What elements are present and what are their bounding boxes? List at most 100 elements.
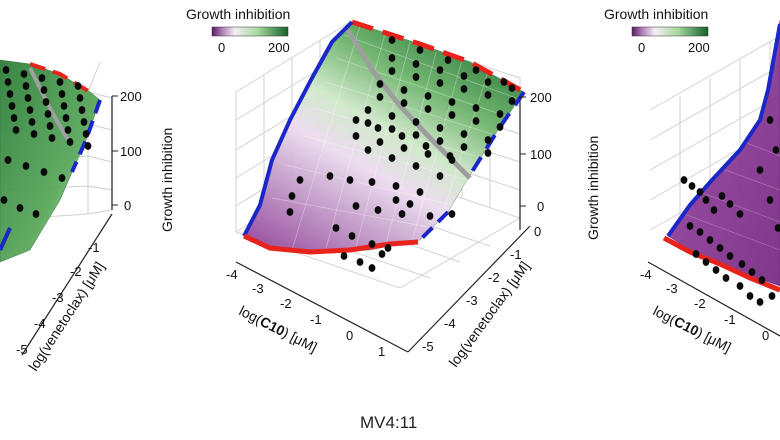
z-axis-label: Growth inhibition	[585, 136, 601, 240]
data-point	[772, 146, 780, 154]
legend-tick-200: 200	[268, 40, 290, 55]
data-point	[30, 130, 38, 138]
data-point	[2, 66, 10, 74]
y-axis-line	[21, 213, 113, 356]
data-point	[696, 228, 704, 236]
y-tick-neg1: -1	[510, 247, 522, 262]
data-point	[756, 166, 764, 174]
data-point	[28, 118, 36, 126]
y-tick-neg5: -5	[422, 339, 434, 354]
legend: Growth inhibition 0 200	[186, 6, 290, 55]
data-point	[368, 240, 376, 248]
data-point	[296, 176, 304, 184]
data-point	[716, 244, 724, 252]
legend-tick-0: 0	[638, 40, 645, 55]
data-point	[356, 258, 364, 266]
data-point	[38, 74, 46, 82]
x-axis-line	[235, 261, 409, 353]
data-point	[736, 210, 744, 218]
y-tick-neg3: -3	[466, 293, 478, 308]
data-point	[64, 126, 72, 134]
data-point	[48, 134, 56, 142]
data-point	[416, 46, 424, 54]
data-point	[0, 196, 8, 204]
boundary-blue-lower	[418, 210, 450, 242]
panel-center: Growth inhibition 0 200	[186, 6, 601, 370]
data-point	[718, 192, 726, 200]
data-point	[696, 188, 704, 196]
data-point	[376, 138, 384, 146]
data-point	[398, 132, 406, 140]
data-point	[726, 252, 734, 260]
z-tick-0: 0	[124, 198, 131, 213]
z-tick-100: 100	[120, 144, 142, 159]
data-point	[448, 111, 456, 119]
x-ticks: -4 -3 -2 -1 0	[640, 267, 769, 343]
data-point	[412, 60, 420, 68]
boundary-blue-lower	[0, 227, 12, 251]
data-point	[484, 136, 492, 144]
data-point	[46, 122, 54, 130]
data-point	[346, 176, 354, 184]
data-point	[40, 86, 48, 94]
data-point	[388, 112, 396, 120]
data-point	[398, 210, 406, 218]
z-tick-200: 200	[530, 90, 552, 105]
data-point	[688, 182, 696, 190]
data-point	[460, 130, 468, 138]
data-point	[422, 142, 430, 150]
boundary-red-top	[351, 19, 526, 95]
data-point	[8, 102, 16, 110]
data-point	[392, 182, 400, 190]
data-point	[378, 250, 386, 258]
surface-mesh	[683, 141, 780, 251]
data-point	[412, 73, 420, 81]
data-point	[436, 79, 444, 87]
data-point	[24, 94, 32, 102]
data-point	[348, 232, 356, 240]
data-point	[10, 114, 18, 122]
x-tick-neg2: -2	[694, 296, 706, 311]
data-point	[692, 250, 700, 258]
data-point	[472, 104, 480, 112]
legend-title: Growth inhibition	[186, 6, 290, 22]
data-point	[424, 92, 432, 100]
data-point	[368, 178, 376, 186]
data-point	[80, 118, 88, 126]
x-tick-neg4: -4	[640, 267, 652, 282]
z-tick-0: 0	[537, 199, 544, 214]
data-point	[78, 106, 86, 114]
data-point	[756, 298, 764, 306]
data-point	[20, 70, 28, 78]
x-tick-0: 0	[762, 328, 769, 343]
data-point	[44, 110, 52, 118]
data-point	[766, 196, 774, 204]
surface-mesh	[271, 25, 517, 253]
data-point	[484, 149, 492, 157]
surface	[667, 19, 780, 287]
data-point	[726, 200, 734, 208]
x-axis-label: log(C10) [μM]	[651, 302, 734, 355]
x-tick-neg3: -3	[666, 281, 678, 296]
data-point	[392, 196, 400, 204]
y-tick-neg2: -2	[488, 270, 500, 285]
data-point	[448, 210, 456, 218]
data-point	[388, 36, 396, 44]
data-point	[424, 105, 432, 113]
boundary-red-bottom	[242, 233, 419, 255]
z-tick-100: 100	[530, 147, 552, 162]
data-point	[84, 142, 92, 150]
data-points	[0, 66, 92, 218]
data-point	[766, 116, 774, 124]
data-point	[62, 114, 70, 122]
data-point	[4, 156, 12, 164]
data-point	[712, 266, 720, 274]
data-point	[42, 98, 50, 106]
y-tick-neg1: -1	[88, 240, 100, 255]
data-point	[286, 208, 294, 216]
x-tick-neg1: -1	[310, 312, 322, 327]
data-point	[680, 176, 688, 184]
data-point	[500, 78, 508, 86]
data-point	[22, 82, 30, 90]
